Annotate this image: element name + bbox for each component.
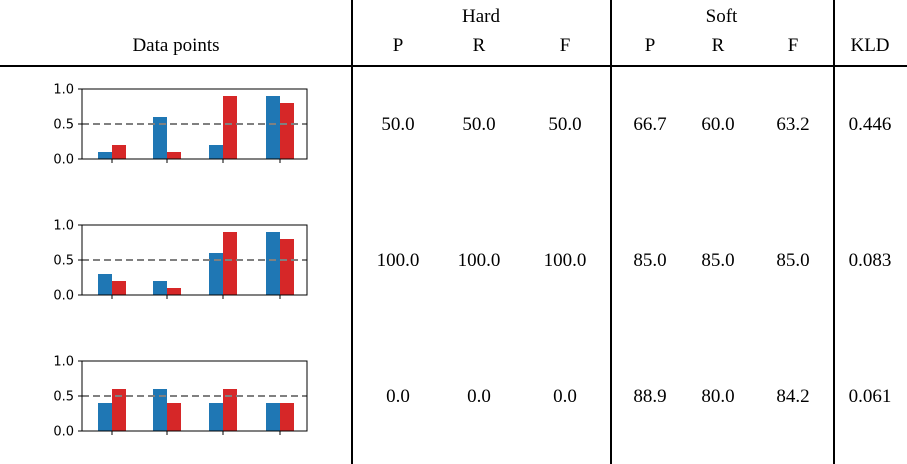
bar-chart-row-1: 0.0 0.5 1.0 [53,83,308,168]
bar-series-1-point-2 [153,281,167,295]
bar-series-1-point-1 [98,403,112,431]
column-divider-kld [833,0,835,464]
cell-hard-r: 50.0 [462,114,496,135]
cell-soft-f: 85.0 [776,250,810,271]
header-soft-r: R [711,35,725,56]
y-tick-label: 1.0 [53,219,74,234]
cell-hard-r: 100.0 [457,250,501,271]
bar-series-1-point-1 [98,152,112,159]
y-tick-label: 1.0 [53,355,74,370]
cell-hard-f: 100.0 [543,250,587,271]
bar-series-2-point-4 [280,239,294,295]
bar-series-2-point-2 [167,288,181,295]
bar-series-2-point-3 [223,389,237,431]
bar-series-2-point-1 [112,281,126,295]
cell-soft-p: 85.0 [633,250,667,271]
header-hard-f: F [559,35,571,56]
bar-series-2-point-3 [223,232,237,295]
cell-kld: 0.061 [848,386,892,407]
y-tick-label: 0.0 [53,425,74,440]
y-tick-label: 0.0 [53,153,74,168]
y-tick-label: 0.0 [53,289,74,304]
cell-kld: 0.446 [848,114,892,135]
header-soft-f: F [787,35,799,56]
cell-soft-r: 80.0 [701,386,735,407]
cell-soft-p: 88.9 [633,386,667,407]
bar-series-2-point-1 [112,389,126,431]
column-divider-hard [351,0,353,464]
bar-series-1-point-2 [153,117,167,159]
header-hard: Hard [462,6,500,27]
bar-series-1-point-1 [98,274,112,295]
cell-soft-r: 60.0 [701,114,735,135]
bar-chart-row-3: 0.0 0.5 1.0 [53,355,308,440]
header-hard-p: P [392,35,404,56]
bar-series-1-point-4 [266,403,280,431]
cell-soft-f: 84.2 [776,386,810,407]
cell-soft-p: 66.7 [633,114,667,135]
header-soft-p: P [644,35,656,56]
header-data-points: Data points [132,35,220,56]
bar-series-2-point-4 [280,103,294,159]
bar-series-2-point-3 [223,96,237,159]
y-tick-label: 0.5 [53,254,74,269]
header-soft: Soft [705,6,738,27]
header-hard-r: R [472,35,486,56]
cell-hard-r: 0.0 [467,386,491,407]
bar-chart-row-2: 0.0 0.5 1.0 [53,219,308,304]
bar-series-2-point-2 [167,152,181,159]
bar-series-2-point-2 [167,403,181,431]
cell-kld: 0.083 [848,250,892,271]
y-tick-label: 0.5 [53,118,74,133]
column-divider-soft [610,0,612,464]
header-kld: KLD [850,35,890,56]
cell-hard-f: 0.0 [553,386,577,407]
cell-hard-f: 50.0 [548,114,582,135]
bar-series-1-point-4 [266,96,280,159]
bar-series-2-point-4 [280,403,294,431]
y-tick-label: 0.5 [53,390,74,405]
cell-soft-f: 63.2 [776,114,810,135]
cell-hard-p: 0.0 [386,386,410,407]
cell-soft-r: 85.0 [701,250,735,271]
y-tick-label: 1.0 [53,83,74,98]
cell-hard-p: 100.0 [376,250,420,271]
bar-series-1-point-4 [266,232,280,295]
bar-series-1-point-3 [209,403,223,431]
header-rule [0,65,907,67]
bar-series-2-point-1 [112,145,126,159]
bar-series-1-point-3 [209,253,223,295]
bar-series-1-point-2 [153,389,167,431]
cell-hard-p: 50.0 [381,114,415,135]
bar-series-1-point-3 [209,145,223,159]
